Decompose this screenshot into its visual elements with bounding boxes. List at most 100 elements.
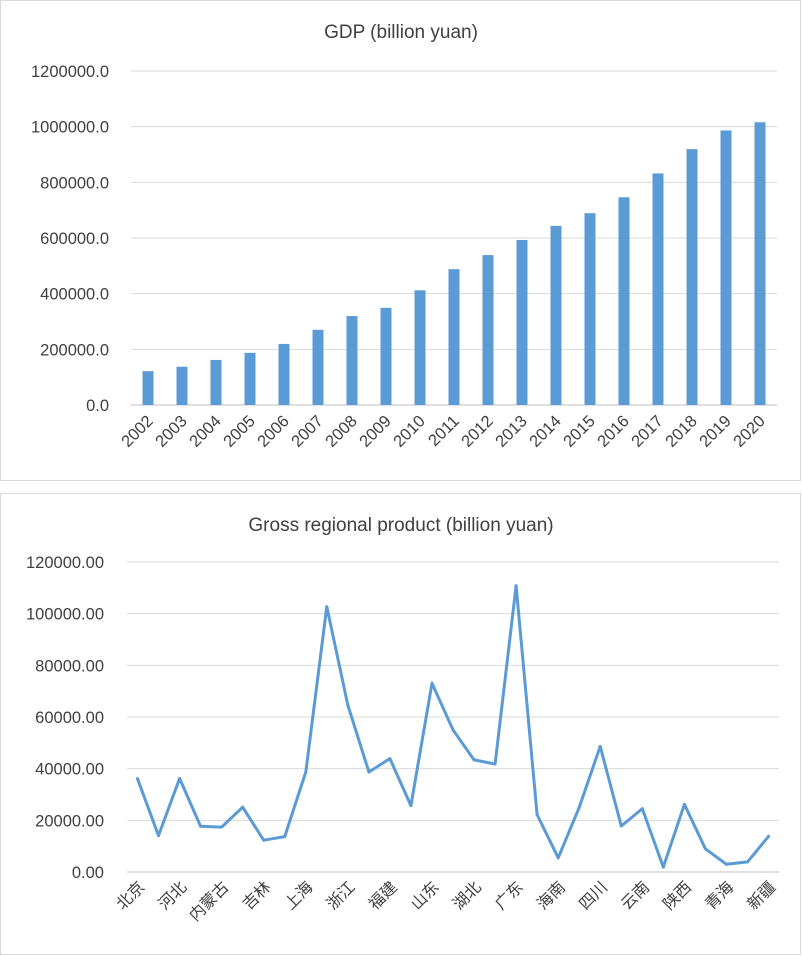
grp-x-tick-label: 吉林	[238, 877, 274, 913]
gdp-x-tick-label: 2007	[288, 412, 327, 451]
gdp-x-tick-label: 2005	[220, 412, 259, 451]
gdp-x-tick-label: 2018	[662, 412, 701, 451]
gdp-bar	[686, 149, 698, 405]
grp-y-tick-label: 100000.00	[26, 606, 104, 624]
grp-data-point	[619, 824, 623, 828]
grp-series-line	[136, 584, 770, 869]
gdp-x-tick-label: 2017	[628, 412, 667, 451]
gdp-bar	[380, 307, 392, 405]
gdp-x-tick-label: 2019	[696, 412, 735, 451]
gdp-bar	[618, 197, 630, 405]
gdp-x-tick-label: 2012	[458, 412, 497, 451]
grp-data-point	[451, 728, 455, 732]
grp-x-tick-label: 上海	[281, 877, 317, 913]
grp-x-tick-label: 浙江	[323, 877, 359, 913]
gdp-x-tick-label: 2006	[254, 412, 293, 451]
gdp-bar	[652, 173, 664, 405]
grp-x-tick-label: 海南	[533, 877, 569, 913]
gdp-x-tick-label: 2016	[594, 412, 633, 451]
grp-y-tick-label: 80000.00	[35, 657, 104, 675]
grp-data-point	[682, 802, 686, 806]
grp-data-point	[745, 860, 749, 864]
grp-data-point	[136, 777, 140, 781]
grp-data-point	[325, 605, 329, 609]
grp-y-tick-label: 40000.00	[35, 761, 104, 779]
gdp-x-tick-label: 2008	[322, 412, 361, 451]
grp-data-point	[430, 681, 434, 685]
gdp-y-tick-label: 600000.0	[40, 230, 109, 248]
gdp-x-tick-label: 2020	[730, 412, 769, 451]
grp-data-point	[703, 847, 707, 851]
gdp-x-tick-label: 2010	[390, 412, 429, 451]
gdp-chart-panel: GDP (billion yuan) 0.0 200000.0 400000.0 60…	[0, 0, 801, 481]
grp-y-tick-label: 60000.00	[35, 709, 104, 727]
gdp-bar	[550, 225, 562, 405]
grp-x-tick-label: 云南	[617, 877, 653, 913]
grp-data-point	[514, 584, 518, 588]
grp-x-tick-label: 广东	[491, 877, 527, 913]
grp-data-point	[199, 824, 203, 828]
gdp-bar	[312, 329, 324, 405]
gdp-bar	[176, 366, 188, 405]
grp-data-point	[556, 856, 560, 860]
gdp-y-tick-label: 400000.0	[40, 286, 109, 304]
grp-x-tick-label: 北京	[112, 877, 148, 913]
gdp-bar	[244, 352, 256, 405]
grp-data-point	[724, 862, 728, 866]
gdp-bar	[720, 130, 732, 405]
gdp-bar	[346, 316, 358, 405]
gdp-y-tick-label: 200000.0	[40, 341, 109, 359]
gdp-x-tick-label: 2011	[425, 412, 463, 450]
gdp-x-tick-label: 2014	[526, 412, 565, 451]
grp-x-tick-label: 内蒙古	[185, 877, 232, 924]
gdp-bar	[142, 371, 154, 405]
grp-x-tick-label: 湖北	[449, 877, 485, 913]
gdp-bar-chart: GDP (billion yuan) 0.0 200000.0 400000.0 60…	[31, 22, 777, 451]
grp-data-point	[178, 776, 182, 780]
grp-data-point	[241, 805, 245, 809]
grp-data-point	[472, 758, 476, 762]
grp-x-tick-label: 福建	[365, 877, 401, 913]
gdp-x-tick-label: 2002	[118, 412, 157, 451]
grp-x-tick-label: 山东	[407, 877, 443, 913]
grp-data-point	[577, 805, 581, 809]
grp-y-tick-label: 0.00	[72, 864, 104, 882]
gdp-y-tick-label: 0.0	[86, 397, 109, 415]
grp-x-tick-label: 陕西	[659, 877, 695, 913]
gdp-bar	[482, 255, 494, 405]
grp-data-point	[661, 865, 665, 869]
gdp-x-tick-label: 2015	[560, 412, 599, 451]
grp-data-point	[598, 744, 602, 748]
grp-x-tick-label: 四川	[575, 877, 611, 913]
grp-data-point	[535, 813, 539, 817]
gdp-bar	[278, 343, 290, 405]
grp-data-point	[157, 834, 161, 838]
grp-data-point	[640, 807, 644, 811]
grp-chart-panel: Gross regional product (billion yuan) 0.…	[0, 493, 801, 955]
gdp-bar	[414, 290, 426, 405]
gdp-x-tick-label: 2003	[152, 412, 191, 451]
grp-data-point	[493, 762, 497, 766]
grp-data-point	[409, 804, 413, 808]
grp-data-point	[283, 835, 287, 839]
gdp-y-tick-label: 1000000.0	[31, 119, 109, 137]
grp-x-tick-label: 青海	[701, 877, 737, 913]
gdp-y-tick-label: 1200000.0	[31, 63, 109, 81]
gdp-x-tick-label: 2013	[492, 412, 531, 451]
grp-data-point	[220, 825, 224, 829]
grp-data-point	[304, 770, 308, 774]
gdp-x-tick-label: 2009	[356, 412, 395, 451]
grp-line-chart: Gross regional product (billion yuan) 0.…	[26, 515, 779, 925]
grp-x-tick-label: 河北	[154, 877, 190, 913]
grp-chart-title: Gross regional product (billion yuan)	[248, 515, 553, 536]
gdp-bar	[584, 213, 596, 405]
gdp-x-tick-label: 2004	[186, 412, 225, 451]
gdp-y-tick-label: 800000.0	[40, 174, 109, 192]
grp-data-point	[766, 834, 770, 838]
grp-x-tick-label: 新疆	[743, 877, 779, 913]
grp-y-tick-label: 20000.00	[35, 812, 104, 830]
grp-data-point	[346, 703, 350, 707]
gdp-bar	[210, 359, 222, 405]
grp-data-point	[262, 838, 266, 842]
grp-y-tick-label: 120000.00	[26, 554, 104, 572]
